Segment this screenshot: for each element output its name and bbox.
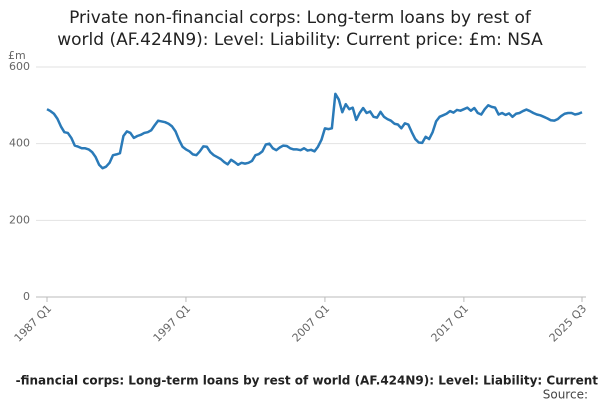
footer: -financial corps: Long-term loans by res… xyxy=(16,374,599,388)
y-tick-label: 400 xyxy=(9,137,30,150)
y-axis-label: £m xyxy=(8,49,26,62)
y-tick-label: 600 xyxy=(9,60,30,73)
line xyxy=(46,92,583,170)
y-tick-label: 0 xyxy=(23,290,30,303)
x-tick-label: 1997 Q1 xyxy=(151,302,194,345)
x-tick-label: 1987 Q1 xyxy=(12,302,55,345)
chart-title: Private non-financial corps: Long-term l… xyxy=(69,8,532,28)
x-tick-label: 2017 Q1 xyxy=(429,302,472,345)
source: Source: xyxy=(543,388,588,400)
chart-title: world (AF.424N9): Level: Liability: Curr… xyxy=(57,30,543,50)
x-tick-label: 2025 Q3 xyxy=(547,302,590,345)
x-tick-label: 2007 Q1 xyxy=(290,302,333,345)
y-tick-label: 200 xyxy=(9,213,30,226)
